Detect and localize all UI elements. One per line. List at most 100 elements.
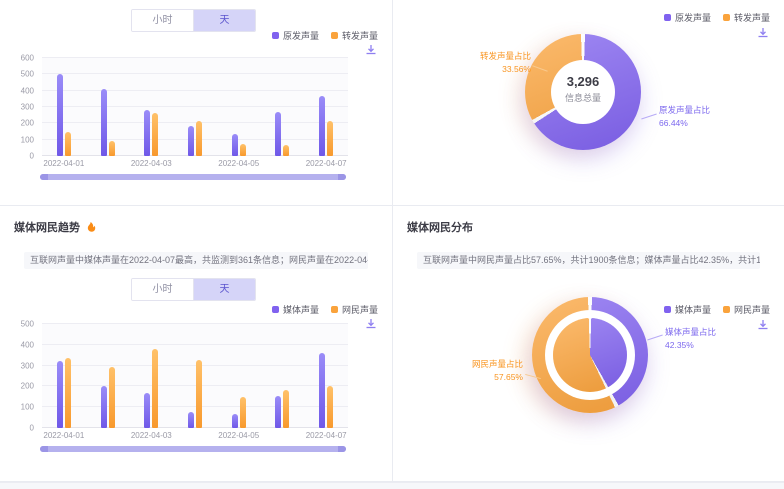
download-icon[interactable] (757, 27, 769, 39)
bar-网民声量 (152, 348, 159, 428)
toggle-day-button[interactable]: 天 (193, 279, 255, 300)
x-axis: 2022-04-01 2022-04-03 2022-04-05 2022-04-07 (42, 431, 348, 440)
donut-hole (551, 60, 615, 124)
x-tick-label (173, 431, 217, 440)
legend-item-netizen[interactable]: 网民声量 (722, 303, 770, 316)
slice-percent: 33.56% (502, 64, 531, 74)
x-tick-label (173, 159, 217, 168)
slice-name: 原发声量占比 (659, 105, 711, 115)
bar-chart-original-forward: 0 100 200 300 400 500 600 2022-04-01 2022-04-03 2… (12, 54, 348, 174)
gridline (42, 57, 348, 58)
total-value: 3,296 (566, 74, 600, 89)
gridline (42, 73, 348, 75)
bar-网民声量 (283, 389, 290, 428)
legend-item-media[interactable]: 媒体声量 (271, 303, 319, 316)
legend-item-forward[interactable]: 转发声量 (722, 11, 770, 24)
y-tick-label: 100 (20, 135, 34, 145)
legend-label: 转发声量 (733, 13, 770, 23)
bar-网民声量 (64, 358, 71, 428)
y-tick-label: 200 (20, 118, 34, 128)
gridline (42, 106, 348, 107)
bar-媒体声量 (56, 361, 63, 428)
bar-转发声量 (108, 141, 115, 156)
gridline (42, 155, 348, 156)
legend-item-netizen[interactable]: 网民声量 (330, 303, 378, 316)
bar-媒体声量 (231, 414, 238, 428)
data-zoom-slider[interactable] (40, 446, 346, 452)
legend-item-original[interactable]: 原发声量 (271, 29, 319, 42)
data-zoom-slider[interactable] (40, 174, 346, 180)
slice-percent: 57.65% (494, 372, 523, 382)
bar-group (173, 324, 217, 428)
x-tick-label: 2022-04-07 (305, 431, 347, 440)
x-tick-label: 2022-04-01 (43, 431, 85, 440)
x-tick-label: 2022-04-03 (130, 159, 172, 168)
slice-percent: 42.35% (665, 340, 694, 350)
bar-group (217, 58, 261, 156)
plot-area (42, 57, 348, 156)
legend-dot-purple (271, 32, 279, 39)
bar-转发声量 (239, 143, 246, 156)
slice-label-original: 原发声量占比 66.44% (659, 104, 739, 130)
slice-name: 媒体声量占比 (665, 327, 717, 337)
y-tick-label: 0 (29, 423, 34, 433)
download-icon[interactable] (757, 319, 769, 331)
legend-dot-purple (271, 306, 279, 313)
y-axis: 0 100 200 300 400 500 (12, 320, 38, 433)
x-tick-label (86, 431, 130, 440)
legend-label: 媒体声量 (674, 305, 711, 315)
bar-group (304, 58, 348, 156)
hot-flame-icon (87, 221, 96, 232)
download-icon[interactable] (365, 318, 377, 330)
legend-dot-purple (663, 14, 671, 21)
toggle-hour-button[interactable]: 小时 (132, 279, 193, 300)
x-tick-label: 2022-04-05 (218, 159, 260, 168)
x-tick-label: 2022-04-07 (305, 159, 347, 168)
toggle-hour-button[interactable]: 小时 (132, 10, 193, 31)
donut-shade (553, 318, 627, 392)
bar-group (173, 58, 217, 156)
bar-原发声量 (188, 125, 195, 156)
legend-item-original[interactable]: 原发声量 (663, 11, 711, 24)
legend-label: 媒体声量 (282, 305, 319, 315)
gridline (42, 343, 348, 345)
y-tick-label: 200 (20, 381, 34, 391)
time-granularity-toggle: 小时 天 (131, 278, 256, 301)
label-line (641, 113, 657, 120)
bar-group (42, 58, 86, 156)
x-axis: 2022-04-01 2022-04-03 2022-04-05 2022-04-07 (42, 159, 348, 168)
nested-pie-inner (553, 318, 627, 392)
bar-原发声量 (144, 110, 151, 156)
bar-网民声量 (196, 360, 203, 428)
slice-name: 网民声量占比 (471, 359, 523, 369)
bar-group (129, 324, 173, 428)
y-tick-label: 100 (20, 402, 34, 412)
plot-area (42, 323, 348, 428)
legend-dot-orange (330, 32, 338, 39)
legend: 原发声量 转发声量 (663, 11, 770, 24)
label-line (647, 334, 663, 341)
y-tick-label: 500 (20, 69, 34, 79)
panel-title: 媒体网民趋势 (14, 219, 96, 235)
bar-group (86, 58, 130, 156)
legend: 媒体声量 网民声量 (271, 303, 378, 316)
x-tick-label (261, 159, 305, 168)
bar-转发声量 (327, 120, 334, 156)
legend-item-forward[interactable]: 转发声量 (330, 29, 378, 42)
legend: 原发声量 转发声量 (271, 29, 378, 42)
bar-group (261, 324, 305, 428)
slice-label-netizen: 网民声量占比 57.65% (445, 358, 523, 384)
y-tick-label: 600 (20, 53, 34, 63)
x-tick-label: 2022-04-01 (43, 159, 85, 168)
y-tick-label: 400 (20, 340, 34, 350)
legend-label: 转发声量 (341, 31, 378, 41)
bar-group (261, 58, 305, 156)
panel-media-netizen-distribution: 媒体网民分布 互联网声量中网民声量占比57.65%，共计1900条信息；媒体声量… (393, 206, 784, 481)
x-tick-label (86, 159, 130, 168)
bar-chart-media-netizen: 0 100 200 300 400 500 2022-04-01 2022-04-03 2022… (12, 320, 348, 446)
download-icon[interactable] (365, 44, 377, 56)
toggle-day-button[interactable]: 天 (193, 10, 255, 31)
x-tick-label: 2022-04-05 (218, 431, 260, 440)
legend-item-media[interactable]: 媒体声量 (663, 303, 711, 316)
